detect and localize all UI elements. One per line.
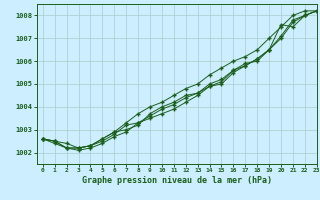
X-axis label: Graphe pression niveau de la mer (hPa): Graphe pression niveau de la mer (hPa) <box>82 176 272 185</box>
